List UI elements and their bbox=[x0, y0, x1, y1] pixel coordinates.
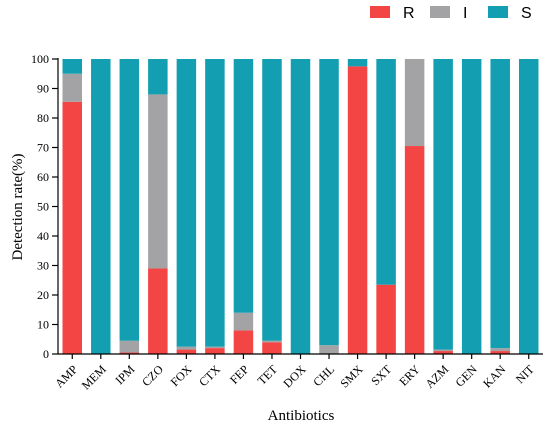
bar-kan-r bbox=[490, 351, 510, 354]
x-tick-label-mem: MEM bbox=[79, 362, 109, 392]
bar-fox-i bbox=[176, 346, 197, 350]
legend-swatch-r bbox=[370, 6, 390, 18]
bar-ctx-s bbox=[205, 59, 225, 347]
bar-tet-i bbox=[262, 340, 282, 343]
bar-mem-s bbox=[91, 59, 111, 354]
bar-czo-i bbox=[148, 94, 168, 269]
bars bbox=[62, 59, 539, 355]
legend-swatch-s bbox=[488, 6, 508, 18]
y-tick-label-50: 50 bbox=[37, 200, 49, 214]
bar-ctx-i bbox=[205, 346, 225, 349]
legend-label-r: R bbox=[403, 5, 415, 22]
bar-czo-r bbox=[148, 268, 168, 354]
bar-ery-i bbox=[404, 59, 425, 147]
x-tick-label-ipm: IPM bbox=[112, 362, 137, 387]
x-axis-title: Antibiotics bbox=[268, 408, 335, 424]
x-tick-label-sxt: SXT bbox=[368, 362, 394, 388]
bar-sxt-s bbox=[376, 59, 396, 285]
bar-kan-s bbox=[490, 59, 510, 349]
bar-amp-s bbox=[62, 59, 83, 74]
y-axis-title: Detection rate(%) bbox=[10, 153, 26, 260]
bar-sxt-r bbox=[376, 284, 396, 354]
y-tick-label-30: 30 bbox=[37, 259, 49, 273]
y-axis: 0 10 20 30 40 50 60 70 80 90 100 bbox=[31, 52, 59, 361]
bar-fox-s bbox=[176, 59, 197, 347]
y-tick-label-10: 10 bbox=[37, 318, 49, 332]
bar-tet-r bbox=[262, 342, 282, 354]
x-tick-label-azm: AZM bbox=[423, 362, 452, 391]
y-tick-label-100: 100 bbox=[31, 52, 49, 66]
bar-fep-i bbox=[233, 312, 254, 331]
x-tick-label-kan: KAN bbox=[480, 362, 509, 391]
bar-ctx-r bbox=[205, 348, 225, 354]
y-tick-label-60: 60 bbox=[37, 170, 49, 184]
bar-azm-s bbox=[433, 59, 453, 350]
bar-gen-s bbox=[461, 59, 482, 354]
bar-ery-r bbox=[404, 146, 425, 354]
x-tick-label-smx: SMX bbox=[337, 362, 366, 391]
bar-azm-i bbox=[433, 349, 453, 352]
x-tick-label-czo: CZO bbox=[139, 362, 166, 389]
bar-amp-r bbox=[62, 101, 83, 354]
bar-smx-s bbox=[347, 59, 368, 67]
y-tick-label-80: 80 bbox=[37, 111, 49, 125]
bar-fep-r bbox=[233, 330, 254, 354]
bar-chl-i bbox=[319, 345, 339, 354]
y-tick-label-20: 20 bbox=[37, 288, 49, 302]
y-tick-label-40: 40 bbox=[37, 229, 49, 243]
x-tick-label-gen: GEN bbox=[452, 362, 480, 390]
x-tick-label-tet: TET bbox=[255, 362, 281, 388]
bar-fep-s bbox=[233, 59, 254, 313]
legend-label-i: I bbox=[463, 5, 467, 22]
bar-ipm-s bbox=[119, 59, 140, 341]
x-tick-label-chl: CHL bbox=[310, 362, 337, 389]
x-tick-label-ctx: CTX bbox=[196, 362, 223, 389]
x-tick-label-nit: NIT bbox=[513, 362, 538, 387]
bar-azm-r bbox=[433, 351, 453, 354]
bar-chl-s bbox=[319, 59, 339, 346]
bar-ipm-i bbox=[119, 340, 140, 353]
y-tick-label-0: 0 bbox=[43, 347, 49, 361]
bar-tet-s bbox=[262, 59, 282, 341]
x-tick-label-fox: FOX bbox=[168, 362, 195, 389]
bar-fox-r bbox=[176, 349, 197, 354]
bar-czo-s bbox=[148, 59, 168, 95]
bar-amp-i bbox=[62, 73, 83, 102]
y-tick-label-70: 70 bbox=[37, 141, 49, 155]
x-tick-label-dox: DOX bbox=[280, 362, 309, 391]
x-tick-label-fep: FEP bbox=[227, 362, 252, 387]
y-tick-label-90: 90 bbox=[37, 82, 49, 96]
bar-dox-s bbox=[290, 59, 311, 354]
legend-swatch-i bbox=[430, 6, 450, 18]
legend-label-s: S bbox=[521, 5, 532, 22]
bar-ipm-r bbox=[119, 352, 140, 354]
x-tick-label-amp: AMP bbox=[52, 362, 81, 391]
bar-smx-r bbox=[347, 66, 368, 355]
x-tick-label-ery: ERY bbox=[396, 362, 423, 389]
bar-nit-s bbox=[518, 59, 539, 354]
bar-kan-i bbox=[490, 348, 510, 352]
